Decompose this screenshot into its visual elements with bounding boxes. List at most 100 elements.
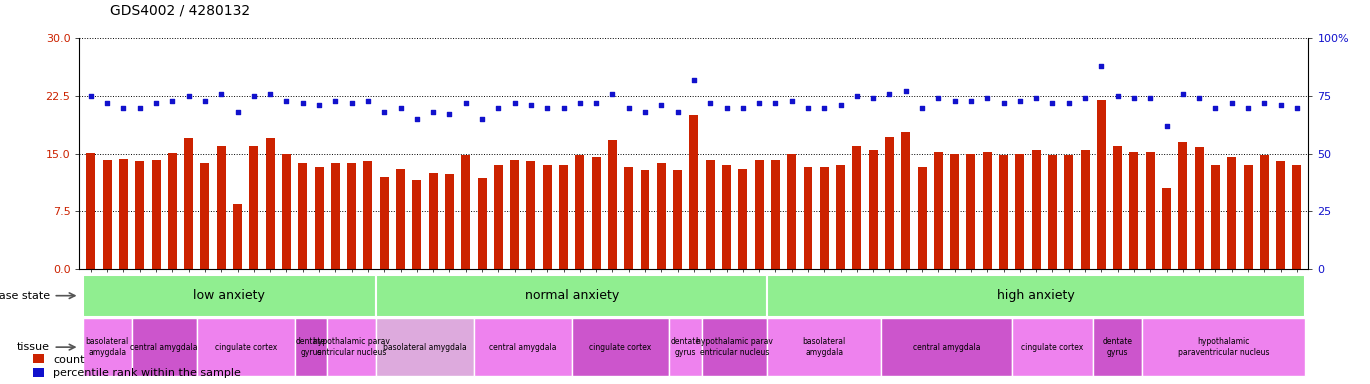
- Point: [358, 98, 379, 104]
- Point: [242, 93, 264, 99]
- Point: [1058, 100, 1080, 106]
- Bar: [412, 180, 422, 269]
- Bar: [363, 161, 373, 269]
- Bar: [918, 167, 926, 269]
- Point: [1091, 63, 1112, 69]
- Bar: [249, 146, 259, 269]
- Bar: [445, 174, 453, 269]
- Bar: [722, 165, 732, 269]
- Bar: [315, 167, 323, 269]
- Text: high anxiety: high anxiety: [997, 289, 1075, 302]
- Bar: [966, 154, 975, 269]
- Bar: [755, 160, 763, 269]
- Point: [1188, 95, 1210, 101]
- Text: hypothalamic parav
entricular nucleus: hypothalamic parav entricular nucleus: [314, 338, 390, 357]
- Bar: [881, 318, 1011, 376]
- Bar: [478, 178, 486, 269]
- Bar: [1143, 318, 1306, 376]
- Point: [601, 91, 623, 97]
- Point: [325, 98, 347, 104]
- Bar: [282, 154, 290, 269]
- Point: [1155, 123, 1177, 129]
- Bar: [836, 165, 845, 269]
- Bar: [462, 155, 470, 269]
- Bar: [1260, 155, 1269, 269]
- Point: [911, 104, 933, 111]
- Bar: [377, 275, 767, 317]
- Bar: [526, 161, 536, 269]
- Text: basolateral amygdala: basolateral amygdala: [384, 343, 467, 352]
- Bar: [119, 159, 127, 269]
- Text: central amygdala: central amygdala: [130, 343, 197, 352]
- Point: [878, 91, 900, 97]
- Bar: [396, 169, 406, 269]
- Bar: [136, 161, 144, 269]
- Bar: [1162, 188, 1171, 269]
- Bar: [819, 167, 829, 269]
- Point: [993, 100, 1015, 106]
- Point: [292, 100, 314, 106]
- Point: [96, 100, 118, 106]
- Bar: [885, 137, 895, 269]
- Bar: [1081, 150, 1089, 269]
- Text: normal anxiety: normal anxiety: [525, 289, 619, 302]
- Point: [814, 104, 836, 111]
- Bar: [1211, 165, 1219, 269]
- Bar: [934, 152, 943, 269]
- Point: [1254, 100, 1275, 106]
- Bar: [266, 138, 274, 269]
- Point: [308, 102, 330, 108]
- Point: [373, 109, 395, 115]
- Point: [781, 98, 803, 104]
- Point: [259, 91, 281, 97]
- Point: [634, 109, 656, 115]
- Legend: count, percentile rank within the sample: count, percentile rank within the sample: [33, 354, 241, 379]
- Point: [1041, 100, 1063, 106]
- Bar: [1093, 318, 1143, 376]
- Point: [195, 98, 216, 104]
- Bar: [332, 163, 340, 269]
- Text: central amygdala: central amygdala: [489, 343, 556, 352]
- Text: central amygdala: central amygdala: [912, 343, 981, 352]
- Point: [226, 109, 248, 115]
- Point: [341, 100, 363, 106]
- Bar: [869, 150, 878, 269]
- Point: [275, 98, 297, 104]
- Point: [977, 95, 999, 101]
- Point: [715, 104, 737, 111]
- Point: [1025, 95, 1047, 101]
- Bar: [103, 160, 111, 269]
- Bar: [1015, 154, 1025, 269]
- Point: [1008, 98, 1030, 104]
- Bar: [951, 154, 959, 269]
- Point: [488, 104, 510, 111]
- Point: [569, 100, 590, 106]
- Point: [536, 104, 558, 111]
- Point: [585, 100, 607, 106]
- Bar: [493, 165, 503, 269]
- Text: dentate
gyrus: dentate gyrus: [671, 338, 701, 357]
- Point: [682, 77, 704, 83]
- Bar: [216, 146, 226, 269]
- Bar: [641, 170, 649, 269]
- Point: [389, 104, 411, 111]
- Bar: [1244, 165, 1252, 269]
- Bar: [1178, 142, 1188, 269]
- Point: [845, 93, 867, 99]
- Bar: [1277, 161, 1285, 269]
- Bar: [592, 157, 600, 269]
- Bar: [1048, 155, 1056, 269]
- Point: [1107, 93, 1129, 99]
- Text: dentate
gyrus: dentate gyrus: [296, 338, 326, 357]
- Bar: [1011, 318, 1093, 376]
- Point: [764, 100, 786, 106]
- Bar: [1064, 155, 1073, 269]
- Bar: [1129, 152, 1138, 269]
- Text: cingulate cortex: cingulate cortex: [215, 343, 277, 352]
- Bar: [1145, 152, 1155, 269]
- Bar: [701, 318, 767, 376]
- Point: [521, 102, 543, 108]
- Point: [748, 100, 770, 106]
- Bar: [608, 140, 616, 269]
- Bar: [327, 318, 377, 376]
